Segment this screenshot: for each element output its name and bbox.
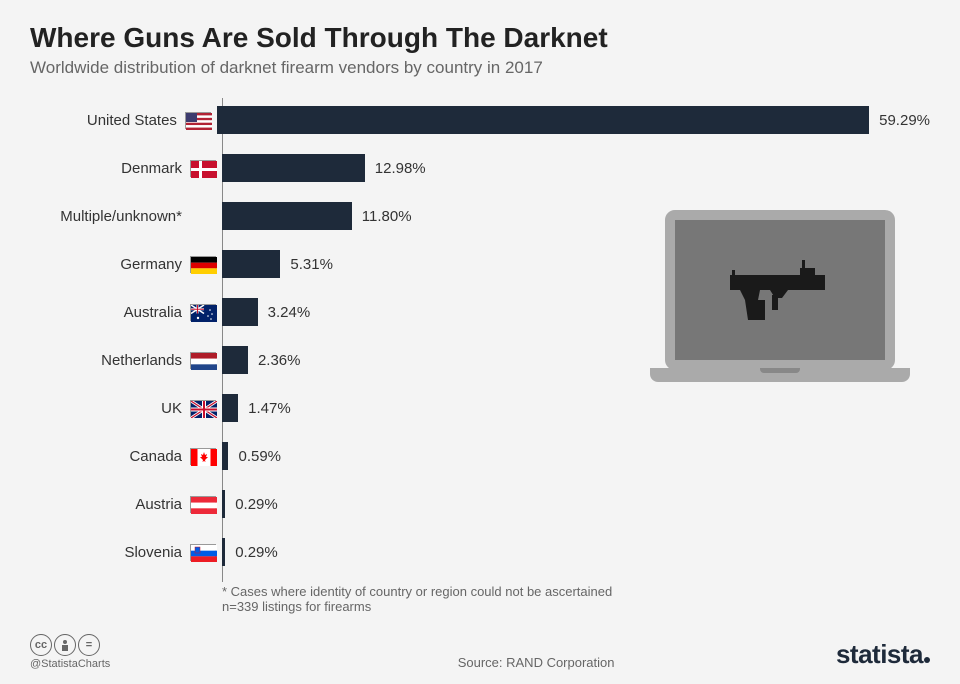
bar	[222, 394, 238, 422]
bar	[222, 298, 258, 326]
chart-subtitle: Worldwide distribution of darknet firear…	[30, 58, 930, 78]
bar-value: 3.24%	[268, 304, 311, 321]
twitter-handle: @StatistaCharts	[30, 658, 110, 670]
bar-value: 0.29%	[235, 544, 278, 561]
bar-label: Netherlands	[30, 352, 190, 369]
flag-au	[190, 304, 216, 321]
bar-label: Multiple/unknown*	[30, 208, 190, 225]
flag-us	[185, 112, 211, 129]
bar-value: 12.98%	[375, 160, 426, 177]
bar-value: 0.59%	[238, 448, 281, 465]
source-text: Source: RAND Corporation	[458, 655, 615, 670]
gun-icon	[720, 250, 840, 330]
bar-value: 2.36%	[258, 352, 301, 369]
footnote-1: * Cases where identity of country or reg…	[222, 584, 930, 599]
cc-license: cc = @StatistaCharts	[30, 634, 110, 670]
bar-row: Canada 0.59%	[30, 434, 930, 478]
bar	[217, 106, 869, 134]
flag-si	[190, 544, 216, 561]
flag-dk	[190, 160, 216, 177]
bar-label: UK	[30, 400, 190, 417]
statista-logo: statista	[836, 639, 930, 670]
bar-row: Slovenia 0.29%	[30, 530, 930, 574]
bar	[222, 346, 248, 374]
bar-value: 59.29%	[879, 112, 930, 129]
bar-row: United States 59.29%	[30, 98, 930, 142]
bar-label: Austria	[30, 496, 190, 513]
bar	[222, 250, 280, 278]
bar-value: 5.31%	[290, 256, 333, 273]
flag-de	[190, 256, 216, 273]
cc-icon: cc	[30, 634, 52, 656]
bar-label: United States	[30, 112, 185, 129]
flag-uk	[190, 400, 216, 417]
laptop-illustration	[650, 210, 910, 410]
bar-value: 11.80%	[362, 208, 412, 225]
flag-at	[190, 496, 216, 513]
bar-row: Austria 0.29%	[30, 482, 930, 526]
bar-label: Australia	[30, 304, 190, 321]
flag-nl	[190, 352, 216, 369]
nd-icon: =	[78, 634, 100, 656]
bar	[222, 490, 225, 518]
bar-label: Canada	[30, 448, 190, 465]
chart-title: Where Guns Are Sold Through The Darknet	[30, 22, 930, 54]
bar-value: 0.29%	[235, 496, 278, 513]
bar-label: Germany	[30, 256, 190, 273]
bar	[222, 538, 225, 566]
bar-row: Denmark 12.98%	[30, 146, 930, 190]
bar-value: 1.47%	[248, 400, 291, 417]
bar-label: Slovenia	[30, 544, 190, 561]
bar-label: Denmark	[30, 160, 190, 177]
footnote-2: n=339 listings for firearms	[222, 599, 930, 614]
bar	[222, 202, 352, 230]
flag-ca	[190, 448, 216, 465]
bar	[222, 442, 228, 470]
by-icon	[54, 634, 76, 656]
bar	[222, 154, 365, 182]
